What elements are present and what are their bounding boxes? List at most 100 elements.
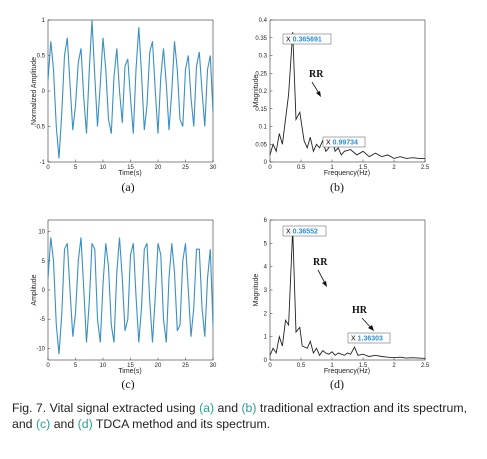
y-tick-label: 5 (42, 259, 46, 265)
panel-a-series-line (47, 19, 214, 159)
y-tick-label: 1 (42, 18, 46, 24)
x-tick-label: 10 (100, 363, 107, 369)
datatip-value: 0.365691 (293, 37, 322, 44)
caption-ref-b[interactable]: (b) (241, 401, 257, 415)
caption-text-3: traditional extraction and its spectrum,… (12, 401, 467, 431)
panel-a-ylabel: Normalized Amplitude (31, 57, 38, 125)
x-tick-label: 5 (74, 165, 78, 171)
y-tick-label: 0 (264, 358, 268, 364)
x-tick-label: 5 (74, 363, 78, 369)
x-tick-label: 25 (182, 165, 189, 171)
annotation-rr-b: RR (309, 69, 324, 80)
svg-text:X 0.36552: X 0.36552 (286, 229, 318, 236)
x-tick-label: 0.5 (297, 165, 306, 171)
x-tick-label: 2 (392, 363, 396, 369)
y-tick-label: 0 (42, 288, 46, 294)
x-tick-label: 2.5 (421, 363, 430, 369)
annotation-hr-d: HR (352, 305, 368, 316)
arrow-head-icon (322, 281, 327, 287)
svg-text:X 1.36303: X 1.36303 (351, 336, 383, 343)
y-tick-label: 6 (264, 218, 268, 224)
y-tick-label: 2 (264, 311, 268, 317)
panel-b: 0 0.5 1 1.5 2 2.5 0.4 0.35 0.3 0.25 0.2 0.15 0.1 0.05… (253, 18, 430, 194)
datatip-value: 0.99734 (333, 140, 358, 147)
y-tick-label: -0.5 (35, 125, 46, 131)
y-tick-label: 0.15 (255, 107, 267, 113)
x-tick-label: 1.5 (359, 363, 368, 369)
x-tick-label: 0 (268, 363, 272, 369)
y-tick-label: 0.3 (259, 54, 268, 60)
x-tick-label: 30 (210, 363, 217, 369)
panel-d-series-line (269, 229, 426, 359)
caption-ref-a[interactable]: (a) (199, 401, 215, 415)
panel-d-datatip-2: X 1.36303 (347, 332, 391, 344)
x-tick-label: 20 (155, 363, 162, 369)
panel-a-label: (a) (121, 180, 134, 194)
datatip-label: X (351, 336, 356, 343)
caption-text-5: TDCA method and its spectrum. (92, 417, 271, 431)
x-tick-label: 30 (210, 165, 217, 171)
panel-b-datatip-2: X 0.99734 (322, 136, 366, 148)
y-tick-label: 1 (264, 335, 268, 341)
y-tick-label: 0.4 (259, 18, 268, 24)
figure-caption: Fig. 7. Vital signal extracted using (a)… (12, 400, 478, 432)
datatip-value: 1.36303 (358, 336, 383, 343)
y-tick-label: -10 (36, 346, 45, 352)
arrow-head-icon (368, 325, 374, 331)
y-tick-label: 0.1 (259, 125, 268, 131)
y-tick-label: 0.5 (37, 54, 46, 60)
caption-prefix: Fig. 7. (12, 401, 47, 415)
y-tick-label: -5 (40, 317, 46, 323)
panel-c-series-line (47, 237, 214, 355)
panel-a-xlabel: Time(s) (118, 170, 141, 177)
panel-a: 0 5 10 15 20 25 30 1 0.5 0 -0.5 -1 Time(s) Normaliz… (31, 18, 217, 194)
panel-c-ticks: 0 5 10 15 20 25 30 10 5 0 -5 -10 (36, 230, 217, 369)
svg-text:X 0.99734: X 0.99734 (326, 140, 358, 147)
y-tick-label: 5 (264, 241, 268, 247)
datatip-label: X (286, 229, 291, 236)
y-tick-label: 0.2 (259, 89, 268, 95)
y-tick-label: 0.05 (255, 142, 267, 148)
x-tick-label: 15 (127, 165, 134, 171)
x-tick-label: 15 (127, 363, 134, 369)
x-tick-label: 20 (155, 165, 162, 171)
y-tick-label: 0 (42, 89, 46, 95)
caption-text-1: Vital signal extracted using (46, 401, 200, 415)
panel-d-datatip-1: X 0.36552 (282, 225, 327, 237)
x-tick-label: 1 (330, 363, 334, 369)
arrow-head-icon (316, 91, 321, 97)
y-tick-label: 0 (264, 160, 268, 166)
panel-b-datatip-1: X 0.365691 (282, 33, 332, 45)
panel-c-ylabel: Amplitude (31, 274, 38, 305)
panel-a-ticks: 0 5 10 15 20 25 30 1 0.5 0 -0.5 -1 (35, 18, 217, 171)
datatip-label: X (286, 37, 291, 44)
x-tick-label: 10 (100, 165, 107, 171)
panel-d-label: (d) (330, 377, 344, 390)
panel-b-label: (b) (330, 180, 344, 194)
caption-text-2: and (214, 401, 242, 415)
caption-ref-c[interactable]: (c) (35, 417, 51, 431)
datatip-label: X (326, 140, 331, 147)
panel-c-xlabel: Time(s) (118, 368, 141, 375)
panel-b-xlabel: Frequency(Hz) (324, 170, 370, 177)
annotation-rr-d: RR (313, 257, 328, 268)
panel-b-ticks: 0 0.5 1 1.5 2 2.5 0.4 0.35 0.3 0.25 0.2 0.15 0.1 0.05… (255, 18, 430, 171)
x-tick-label: 2 (392, 165, 396, 171)
x-tick-label: 0 (46, 363, 50, 369)
svg-text:X 0.365691: X 0.365691 (286, 37, 322, 44)
caption-ref-d[interactable]: (d) (77, 417, 93, 431)
datatip-value: 0.36552 (293, 229, 318, 236)
y-tick-label: 0.25 (255, 71, 267, 77)
panel-d-ylabel: Magnitude (253, 274, 260, 307)
caption-text-4: and (50, 417, 78, 431)
x-tick-label: 1.5 (359, 165, 368, 171)
y-tick-label: 3 (264, 288, 268, 294)
y-tick-label: 4 (264, 265, 268, 271)
x-tick-label: 2.5 (421, 165, 430, 171)
x-tick-label: 0.5 (297, 363, 306, 369)
x-tick-label: 1 (330, 165, 334, 171)
panel-b-series-line (269, 32, 425, 159)
